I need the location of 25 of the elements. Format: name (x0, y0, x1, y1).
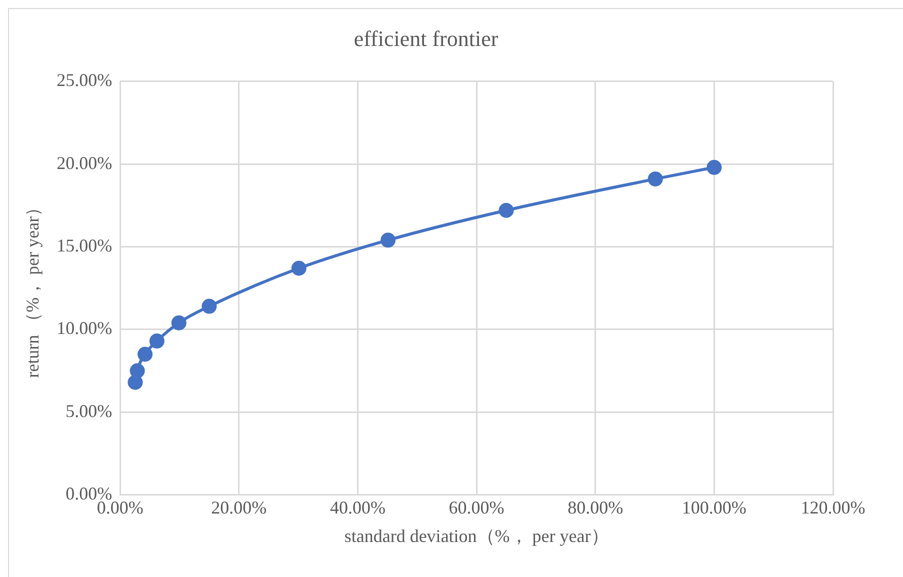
point (128, 374, 143, 390)
x-tick-label: 120.00% (800, 497, 866, 518)
point (648, 171, 663, 186)
y-tick-label: 10.00% (56, 318, 112, 338)
y-tick-label: 5.00% (66, 400, 112, 421)
y-axis-title: return （%， per year） (22, 198, 43, 378)
x-axis-title: standard deviation（%， per year） (344, 526, 609, 546)
point (202, 298, 217, 314)
y-tick-label: 15.00% (56, 235, 112, 256)
y-tick-label: 25.00% (56, 70, 112, 90)
y-tick-label: 20.00% (56, 152, 112, 173)
point (706, 160, 722, 175)
point (171, 315, 186, 330)
x-tick-label: 80.00% (568, 497, 624, 518)
x-tick-label: 20.00% (211, 497, 267, 518)
point (138, 346, 153, 362)
point (291, 260, 306, 276)
x-tick-label: 40.00% (330, 497, 386, 518)
x-tick-label: 100.00% (682, 497, 746, 518)
chart-title: efficient frontier (354, 26, 499, 51)
point (498, 202, 514, 218)
point (130, 363, 145, 378)
x-tick-label: 60.00% (448, 497, 504, 518)
point (380, 232, 396, 248)
point (149, 334, 164, 349)
